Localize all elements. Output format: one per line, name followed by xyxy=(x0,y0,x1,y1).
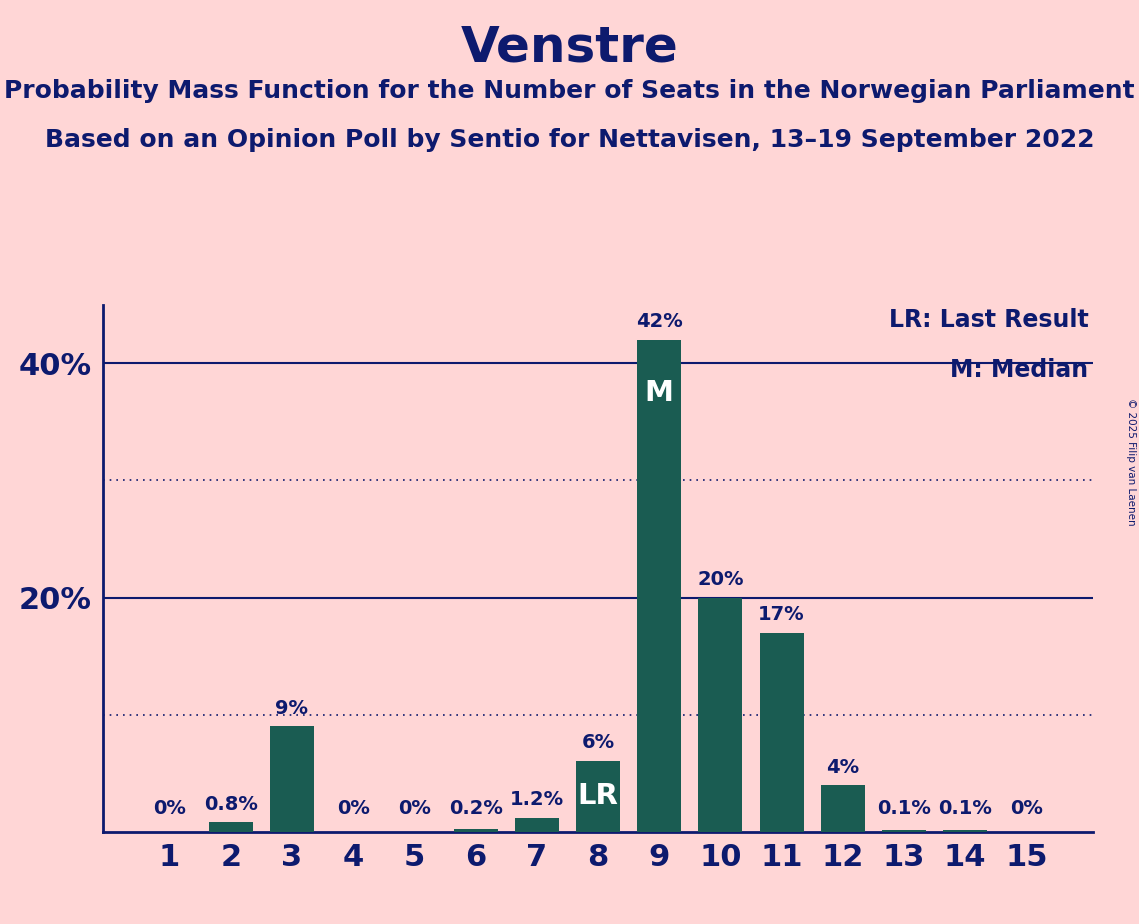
Text: M: M xyxy=(645,380,673,407)
Bar xyxy=(698,598,743,832)
Text: Venstre: Venstre xyxy=(460,23,679,71)
Text: 42%: 42% xyxy=(636,311,682,331)
Text: M: Median: M: Median xyxy=(950,358,1089,382)
Text: Probability Mass Function for the Number of Seats in the Norwegian Parliament: Probability Mass Function for the Number… xyxy=(5,79,1134,103)
Text: 0.1%: 0.1% xyxy=(939,798,992,818)
Text: 0.2%: 0.2% xyxy=(449,798,502,818)
Text: 9%: 9% xyxy=(276,699,309,718)
Bar xyxy=(208,822,253,832)
Bar xyxy=(760,633,804,832)
Text: 4%: 4% xyxy=(826,758,859,776)
Text: Based on an Opinion Poll by Sentio for Nettavisen, 13–19 September 2022: Based on an Opinion Poll by Sentio for N… xyxy=(44,128,1095,152)
Text: 17%: 17% xyxy=(759,605,805,625)
Bar xyxy=(576,761,620,832)
Text: 0%: 0% xyxy=(337,798,370,818)
Text: 0%: 0% xyxy=(1010,798,1043,818)
Text: LR: LR xyxy=(577,783,618,810)
Bar xyxy=(270,726,314,832)
Text: © 2025 Filip van Laenen: © 2025 Filip van Laenen xyxy=(1125,398,1136,526)
Text: 0%: 0% xyxy=(398,798,431,818)
Text: 0.1%: 0.1% xyxy=(877,798,931,818)
Bar xyxy=(453,829,498,832)
Text: 0%: 0% xyxy=(153,798,186,818)
Bar xyxy=(943,831,988,832)
Bar xyxy=(882,831,926,832)
Bar xyxy=(515,818,559,832)
Text: LR: Last Result: LR: Last Result xyxy=(888,308,1089,332)
Bar xyxy=(821,784,865,832)
Text: 20%: 20% xyxy=(697,570,744,590)
Bar xyxy=(637,340,681,832)
Text: 6%: 6% xyxy=(581,733,615,752)
Text: 0.8%: 0.8% xyxy=(204,795,257,814)
Text: 1.2%: 1.2% xyxy=(510,790,564,809)
